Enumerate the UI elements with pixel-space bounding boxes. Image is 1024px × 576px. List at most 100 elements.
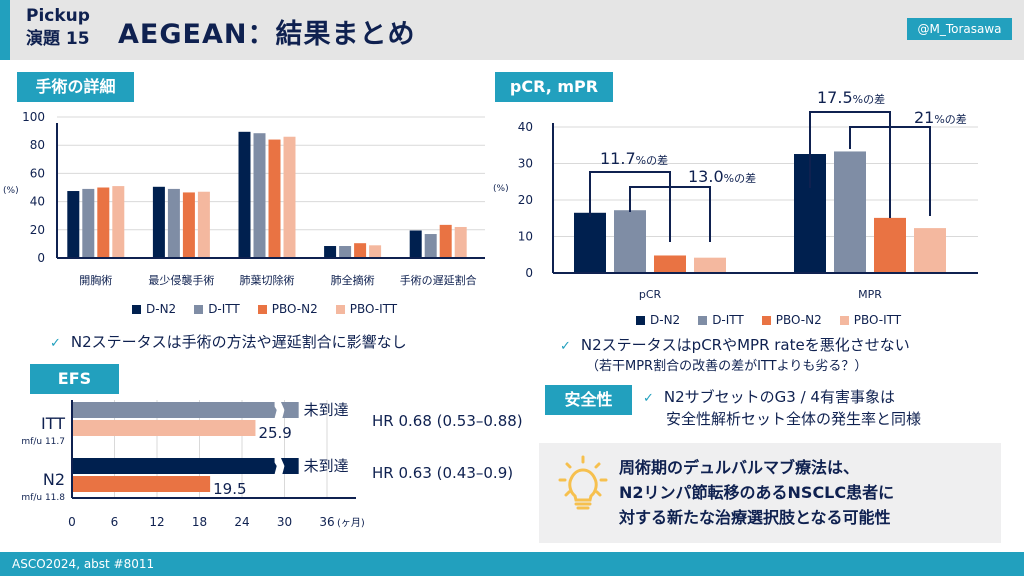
surgery-note: ✓ N2ステータスは手術の方法や遅延割合に影響なし bbox=[50, 331, 407, 352]
y-tick-label: 40 bbox=[518, 120, 533, 134]
section-badge-pcr: pCR, mPR bbox=[495, 72, 613, 102]
difference-label: 17.5%の差 bbox=[817, 88, 885, 107]
legend-item: D-N2 bbox=[132, 302, 176, 316]
bar-pbo-n2 bbox=[654, 255, 686, 273]
legend-label: D-ITT bbox=[208, 302, 240, 316]
difference-bracket bbox=[629, 186, 711, 242]
legend-swatch bbox=[698, 315, 708, 325]
group-sublabel: mf/u 11.8 bbox=[21, 493, 65, 503]
difference-unit: %の差 bbox=[724, 171, 756, 185]
bar-d-itt bbox=[82, 188, 95, 258]
x-tick-label: 手術の遅延割合 bbox=[400, 273, 477, 287]
group-sublabel: mf/u 11.7 bbox=[21, 437, 65, 447]
surgery-note-text: N2ステータスは手術の方法や遅延割合に影響なし bbox=[70, 333, 407, 351]
legend-item: PBO-N2 bbox=[761, 313, 822, 327]
difference-value: 21 bbox=[914, 108, 934, 127]
legend-label: PBO-ITT bbox=[349, 302, 398, 316]
difference-label: 11.7%の差 bbox=[600, 149, 668, 168]
conclusion-line: 周術期のデュルバルマブ療法は、 bbox=[619, 458, 860, 477]
difference-unit: %の差 bbox=[934, 112, 966, 126]
difference-value: 11.7 bbox=[600, 149, 636, 168]
y-tick-label: 20 bbox=[518, 193, 533, 207]
bar-pbo-itt bbox=[197, 191, 210, 258]
difference-bracket bbox=[809, 111, 891, 218]
pcr-legend: D-N2 D-ITT PBO-N2 PBO-ITT bbox=[636, 313, 901, 327]
difference-unit: %の差 bbox=[636, 153, 668, 167]
bar-pbo-n2 bbox=[182, 192, 195, 258]
bar-d-n2 bbox=[72, 458, 275, 474]
x-axis-unit: (ヶ月) bbox=[337, 517, 365, 529]
legend-swatch bbox=[194, 304, 204, 314]
difference-unit: %の差 bbox=[853, 92, 885, 106]
difference-value: 17.5 bbox=[817, 88, 853, 107]
x-tick-label: MPR bbox=[858, 288, 882, 301]
legend-item: D-ITT bbox=[194, 302, 240, 316]
legend-swatch bbox=[257, 304, 267, 314]
bar-d-itt-tail bbox=[280, 402, 299, 418]
bar-pbo-itt bbox=[72, 420, 256, 436]
bar-d-n2-tail bbox=[280, 458, 299, 474]
bar-d-n2 bbox=[152, 186, 165, 258]
footer-citation: ASCO2024, abst #8011 bbox=[0, 552, 1024, 576]
legend-item: PBO-ITT bbox=[839, 313, 901, 327]
bar-value-label: 未到達 bbox=[304, 457, 349, 475]
section-badge-efs: EFS bbox=[30, 364, 119, 394]
check-icon: ✓ bbox=[560, 339, 571, 354]
y-axis-label: (%) bbox=[493, 184, 509, 194]
surgery-legend: D-N2 D-ITT PBO-N2 PBO-ITT bbox=[132, 302, 397, 316]
y-tick-label: 60 bbox=[30, 166, 45, 180]
bar-pbo-n2 bbox=[97, 187, 110, 258]
y-axis-label: (%) bbox=[3, 186, 19, 196]
bar-d-itt bbox=[424, 234, 437, 258]
bar-d-n2 bbox=[574, 212, 606, 273]
bar-d-n2 bbox=[409, 230, 422, 258]
legend-item: PBO-N2 bbox=[257, 302, 318, 316]
bar-pbo-itt bbox=[914, 228, 946, 273]
bar-break-edge bbox=[271, 402, 277, 418]
header-accent-bar bbox=[0, 0, 10, 60]
bar-pbo-itt bbox=[283, 136, 296, 258]
legend-swatch bbox=[761, 315, 771, 325]
bar-pbo-n2 bbox=[874, 217, 906, 273]
x-tick-label: 18 bbox=[192, 515, 207, 529]
bar-pbo-itt bbox=[112, 186, 125, 258]
group-label: ITT bbox=[41, 414, 65, 433]
x-tick-label: 30 bbox=[277, 515, 292, 529]
surgery-chart: 0 20 40 60 80 100 (%) 開胸術 最少侵襲手術 肺葉切除術 肺全摘術 手術の遅延割合 bbox=[3, 110, 485, 287]
page-title: AEGEAN：結果まとめ bbox=[118, 19, 416, 50]
x-tick-label: 0 bbox=[68, 515, 76, 529]
x-tick-label: 36 bbox=[319, 515, 334, 529]
x-tick-label: 肺全摘術 bbox=[331, 273, 375, 287]
y-tick-label: 10 bbox=[518, 230, 533, 244]
safety-note: ✓ N2サブセットのG3 / 4有害事象は 安全性解析セット全体の発生率と同様 bbox=[643, 387, 921, 430]
pcr-note: ✓ N2ステータスはpCRやMPR rateを悪化させない bbox=[560, 334, 910, 355]
pcr-note-line1: N2ステータスはpCRやMPR rateを悪化させない bbox=[580, 336, 910, 354]
bar-d-itt bbox=[339, 246, 352, 258]
pcr-note-line2: （若干MPR割合の改善の差がITTよりも劣る？） bbox=[586, 359, 868, 374]
bar-value-label: 未到達 bbox=[304, 401, 349, 419]
x-tick-label: 6 bbox=[111, 515, 119, 529]
safety-note-line1: N2サブセットのG3 / 4有害事象は bbox=[663, 388, 895, 406]
difference-bracket bbox=[849, 126, 931, 216]
x-tick-label: 12 bbox=[149, 515, 164, 529]
bar-d-itt bbox=[834, 151, 866, 273]
legend-swatch bbox=[839, 315, 849, 325]
difference-value: 13.0 bbox=[688, 167, 724, 186]
legend-label: PBO-N2 bbox=[775, 313, 822, 327]
difference-label: 13.0%の差 bbox=[688, 167, 756, 186]
conclusion-text: 周術期のデュルバルマブ療法は、 N2リンパ節転移のあるNSCLC患者に 対する新… bbox=[619, 455, 894, 530]
bar-pbo-n2 bbox=[268, 139, 281, 258]
y-tick-label: 100 bbox=[22, 110, 45, 124]
y-tick-label: 20 bbox=[30, 223, 45, 237]
section-badge-surgery: 手術の詳細 bbox=[17, 72, 134, 102]
y-tick-label: 30 bbox=[518, 157, 533, 171]
bar-value-label: 19.5 bbox=[213, 480, 246, 498]
y-tick-label: 0 bbox=[37, 251, 45, 265]
legend-swatch bbox=[132, 304, 141, 314]
check-icon: ✓ bbox=[643, 391, 654, 406]
legend-label: D-N2 bbox=[146, 302, 177, 316]
bar-pbo-itt bbox=[369, 245, 382, 258]
section-badge-safety: 安全性 bbox=[545, 385, 632, 415]
bar-d-itt bbox=[167, 188, 180, 258]
